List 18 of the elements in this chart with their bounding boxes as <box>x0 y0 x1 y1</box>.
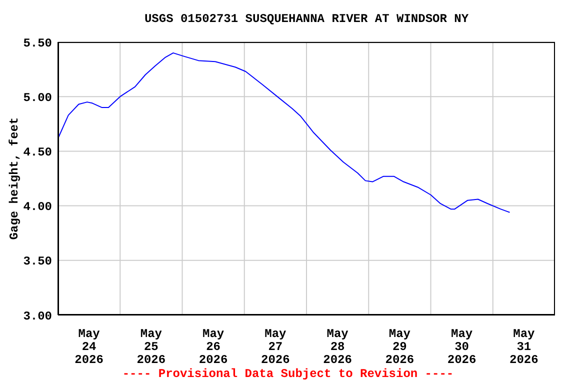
y-tick-label: 3.50 <box>23 254 52 269</box>
x-tick-label: May 31 2026 <box>510 327 538 367</box>
y-tick-label: 3.00 <box>23 309 52 324</box>
x-tick-label: May 30 2026 <box>447 327 476 367</box>
x-tick-label: May 24 2026 <box>74 327 104 367</box>
line-series <box>58 52 510 213</box>
x-tick-label: May 26 2026 <box>198 327 228 367</box>
y-tick-label: 4.50 <box>23 145 52 160</box>
chart-title: USGS 01502731 SUSQUEHANNA RIVER AT WINDSOR NY <box>143 12 470 26</box>
y-axis-title: Gage height, feet <box>7 117 22 240</box>
y-tick-label: 5.50 <box>23 36 52 50</box>
x-tick-label: May 28 2026 <box>323 327 352 367</box>
y-tick-label: 5.00 <box>23 90 52 105</box>
text: ---- Provisional Data Subject to Revision ---- <box>121 367 455 381</box>
x-tick-label: May 27 2026 <box>261 327 290 367</box>
x-tick-label: May 29 2026 <box>385 327 414 367</box>
y-tick-label: 4.00 <box>23 200 52 214</box>
x-tick-label: May 25 2026 <box>136 327 166 367</box>
